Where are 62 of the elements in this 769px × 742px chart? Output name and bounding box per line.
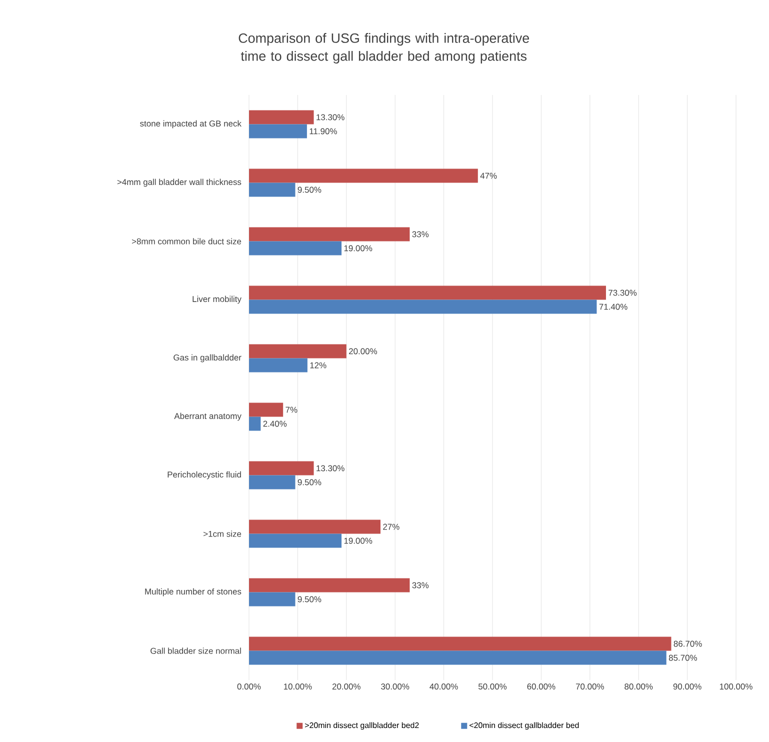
- bar: [249, 286, 606, 300]
- bar: [249, 534, 342, 548]
- x-tick-label: 30.00%: [381, 684, 410, 690]
- x-tick-label: 0.00%: [237, 684, 261, 690]
- bar: [249, 241, 342, 256]
- x-tick-label: 40.00%: [430, 684, 458, 690]
- data-label: 86.70%: [674, 640, 702, 647]
- data-label: 7%: [286, 406, 298, 413]
- bar: [249, 110, 314, 124]
- data-label: 9.50%: [298, 596, 322, 602]
- data-label: 19.00%: [344, 538, 372, 544]
- data-label: 73.30%: [608, 290, 637, 296]
- y-tick-label: Gas in gallbaldder: [174, 354, 242, 362]
- bar: [249, 344, 346, 358]
- bar: [249, 182, 296, 197]
- data-label: 33%: [412, 582, 429, 588]
- y-tick-label: Multiple number of stones: [145, 588, 242, 596]
- data-label: 19.00%: [344, 245, 372, 252]
- bar: [249, 636, 672, 651]
- bar: [249, 402, 284, 417]
- x-tick-label: 100.00%: [720, 684, 752, 690]
- data-label: 9.50%: [298, 186, 322, 193]
- data-label: 71.40%: [599, 304, 628, 310]
- data-label: 9.50%: [298, 479, 322, 486]
- bar: [249, 578, 410, 592]
- bar: [249, 358, 308, 372]
- y-tick-label: Gall bladder size normal: [150, 648, 241, 654]
- bar: [249, 592, 296, 606]
- data-label: 27%: [383, 524, 400, 530]
- data-label: 13.30%: [316, 114, 344, 120]
- x-tick-label: 10.00%: [284, 684, 312, 690]
- data-label: 20.00%: [349, 348, 378, 354]
- x-tick-label: 90.00%: [673, 684, 702, 690]
- bar: [249, 416, 261, 431]
- bar: [249, 650, 666, 665]
- y-tick-label: >4mm gall bladder wall thickness: [117, 178, 242, 187]
- y-tick-label: Pericholecystic fluid: [168, 471, 241, 480]
- y-tick-label: stone impacted at GB neck: [140, 120, 242, 128]
- data-label: 47%: [480, 172, 497, 179]
- x-tick-label: 70.00%: [576, 684, 604, 690]
- bar: [249, 461, 314, 476]
- x-tick-label: 20.00%: [332, 684, 360, 690]
- bar: [249, 227, 410, 242]
- bar: [249, 168, 478, 183]
- y-tick-label: >8mm common bile duct size: [132, 238, 242, 244]
- bar: [249, 124, 307, 138]
- data-label: 2.40%: [263, 420, 287, 427]
- y-tick-label: Aberrant anatomy: [174, 412, 242, 421]
- y-tick-label: Liver mobility: [192, 296, 242, 304]
- bar: [249, 300, 597, 314]
- chart-title: Comparison of USG findings with intra-operative time to dissect gall bladder bed among patients: [238, 33, 530, 64]
- bar: [249, 520, 380, 534]
- data-label: 11.90%: [310, 128, 337, 134]
- data-label: 12%: [310, 362, 326, 368]
- x-tick-label: 80.00%: [624, 684, 653, 690]
- data-label: 33%: [412, 231, 429, 238]
- data-label: 85.70%: [668, 654, 697, 661]
- y-tick-label: >1cm size: [204, 530, 242, 537]
- bar: [249, 475, 296, 490]
- x-tick-label: 50.00%: [478, 684, 507, 690]
- x-tick-label: 60.00%: [527, 684, 556, 690]
- data-label: 13.30%: [316, 465, 344, 472]
